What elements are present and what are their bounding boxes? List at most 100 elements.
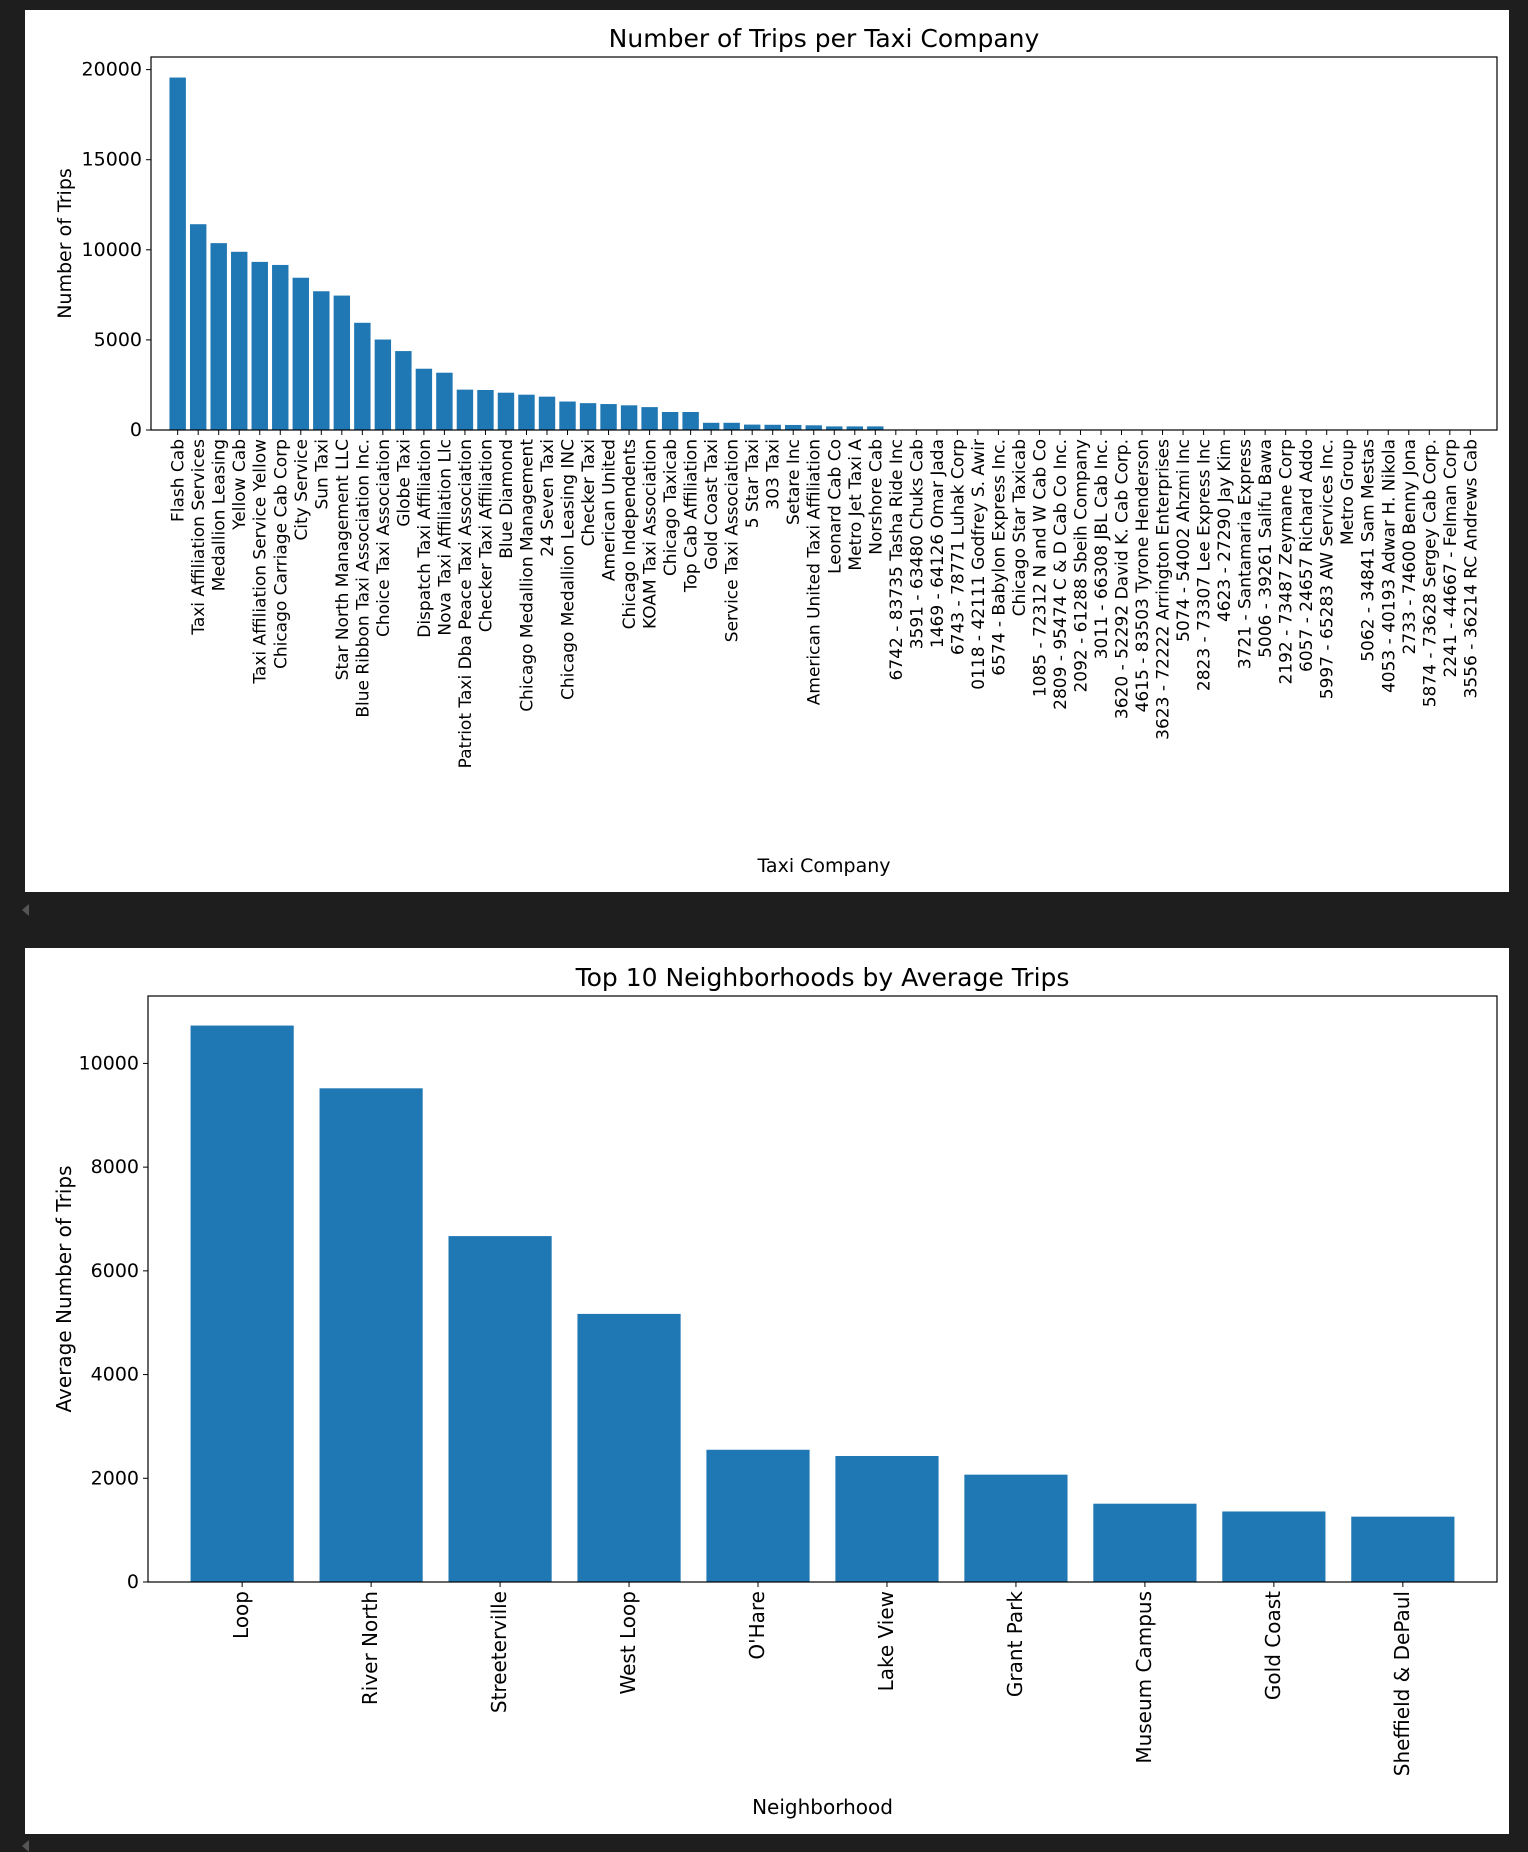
y-tick-label: 10000 xyxy=(82,239,142,261)
bar xyxy=(319,1088,423,1582)
x-tick-label: Lake View xyxy=(874,1591,898,1691)
bar xyxy=(805,425,822,430)
bar xyxy=(415,368,433,430)
x-tick-label: 6057 - 24657 Richard Addo xyxy=(1297,439,1317,672)
x-tick-label: Checker Taxi xyxy=(579,439,599,546)
x-tick-label: 2192 - 73487 Zeymane Corp xyxy=(1277,439,1297,685)
bar xyxy=(661,411,679,430)
bar xyxy=(374,339,392,430)
x-tick-label: Chicago Medallion Leasing INC xyxy=(559,439,579,700)
x-tick-label: 4623 - 27290 Jay Kim xyxy=(1215,439,1235,622)
bar xyxy=(764,424,781,430)
x-tick-label: 24 Seven Taxi xyxy=(538,439,558,557)
x-tick-label: 3620 - 52292 David K. Cab Corp. xyxy=(1113,439,1133,719)
bar xyxy=(518,394,535,430)
bar xyxy=(477,389,494,430)
bar xyxy=(538,396,556,430)
output-collapse-marker[interactable] xyxy=(22,904,29,916)
y-tick-label: 20000 xyxy=(82,59,142,81)
plot-frame xyxy=(150,56,1498,431)
x-tick-label: Streeterville xyxy=(487,1591,511,1713)
bar xyxy=(641,407,658,430)
x-tick-label: Service Taxi Association xyxy=(723,439,743,642)
output-collapse-marker-2[interactable] xyxy=(22,1840,29,1852)
bar xyxy=(251,261,268,430)
bar xyxy=(579,403,597,430)
trips-per-company-chart: Number of Trips per Taxi Company 0 5000 100… xyxy=(54,24,1498,877)
bar xyxy=(231,251,248,430)
x-tick-label: City Service xyxy=(292,439,312,541)
x-tick-label: West Loop xyxy=(616,1591,640,1695)
bar xyxy=(210,243,227,430)
bar xyxy=(448,1236,552,1582)
x-tick-label: Nova Taxi Affiliation Llc xyxy=(435,439,455,636)
x-tick-label: Blue Diamond xyxy=(497,439,517,559)
x-tick-label: Medallion Leasing xyxy=(210,439,230,591)
x-tick-label: 3623 - 72222 Arrington Enterprises xyxy=(1154,439,1174,740)
bar xyxy=(743,424,761,430)
bar xyxy=(456,389,474,430)
x-tick-label: Patriot Taxi Dba Peace Taxi Association xyxy=(456,439,476,768)
bar xyxy=(867,426,884,430)
bar xyxy=(313,291,330,430)
x-tick-label: River North xyxy=(358,1591,382,1705)
y-tick-label: 15000 xyxy=(82,149,142,171)
bar xyxy=(826,426,843,430)
x-tick-label: Star North Management LLC xyxy=(333,439,353,680)
x-tick-label: Chicago Star Taxicab xyxy=(1010,439,1030,616)
x-tick-label: Taxi Affiliation Service Yellow xyxy=(251,439,271,685)
x-tick-label: 2092 - 61288 Sbeih Company xyxy=(1071,439,1091,693)
chart-title: Number of Trips per Taxi Company xyxy=(609,24,1040,53)
y-tick-label: 6000 xyxy=(91,1260,139,1282)
bar xyxy=(706,1449,810,1582)
x-tick-label: Flash Cab xyxy=(169,439,189,522)
x-tick-label: Choice Taxi Association xyxy=(374,439,394,637)
x-tick-label: Checker Taxi Affiliation xyxy=(476,439,496,632)
x-tick-label: Metro Group xyxy=(1338,439,1358,545)
bar xyxy=(169,77,186,431)
x-tick-label: Setare Inc xyxy=(784,439,804,525)
x-tick-label: 3011 - 66308 JBL Cab Inc. xyxy=(1092,439,1112,659)
x-tick-label: Sun Taxi xyxy=(312,439,332,510)
bar xyxy=(497,392,515,430)
x-tick-label: 5 Star Taxi xyxy=(743,439,763,528)
bar xyxy=(846,426,863,430)
bar xyxy=(577,1313,681,1582)
x-tick-label: 4053 - 40193 Adwar H. Nikola xyxy=(1379,439,1399,693)
bar xyxy=(190,1025,294,1582)
x-tick-label: 0118 - 42111 Godfrey S. Awir xyxy=(969,439,989,690)
x-tick-label: Sheffield & DePaul xyxy=(1390,1591,1414,1776)
bar xyxy=(785,424,802,430)
y-axis-label: Number of Trips xyxy=(54,168,76,319)
x-tick-label: 5006 - 39261 Salifu Bawa xyxy=(1256,439,1276,658)
x-axis-label: Neighborhood xyxy=(752,1795,893,1819)
x-tick-label: Metro Jet Taxi A xyxy=(846,439,866,571)
x-tick-label: 6742 - 83735 Tasha Ride Inc xyxy=(887,439,907,680)
y-tick-label: 0 xyxy=(127,1571,139,1593)
x-tick-label: American United xyxy=(600,439,620,581)
x-tick-label: Loop xyxy=(229,1591,253,1639)
x-tick-label: Chicago Taxicab xyxy=(661,439,681,576)
x-tick-label: O'Hare xyxy=(745,1591,769,1660)
x-tick-label: 1085 - 72312 N and W Cab Co xyxy=(1030,439,1050,697)
bar xyxy=(395,351,412,430)
x-tick-label: Blue Ribbon Taxi Association Inc. xyxy=(353,439,373,718)
x-tick-label: Top Cab Affiliation xyxy=(682,439,702,593)
x-tick-label: Gold Coast xyxy=(1261,1591,1285,1700)
top-neighborhoods-chart: Top 10 Neighborhoods by Average Trips 0 20… xyxy=(52,963,1498,1819)
bar xyxy=(559,401,576,430)
y-tick-label: 10000 xyxy=(79,1052,139,1074)
x-tick-label: 6743 - 78771 Luhak Corp xyxy=(948,439,968,655)
x-tick-label: 6574 - Babylon Express Inc. xyxy=(989,439,1009,676)
x-axis-label: Taxi Company xyxy=(756,855,890,877)
y-axis-label: Average Number of Trips xyxy=(52,1166,76,1413)
bar xyxy=(964,1474,1068,1582)
y-tick-label: 0 xyxy=(130,419,142,441)
x-tick-label: Chicago Carriage Cab Corp xyxy=(271,439,291,669)
bar xyxy=(333,295,351,430)
x-tick-label: Museum Campus xyxy=(1132,1591,1156,1764)
output-cell-2: Top 10 Neighborhoods by Average Trips 0 20… xyxy=(25,948,1509,1834)
x-tick-label: American United Taxi Affiliation xyxy=(805,439,825,705)
x-tick-label: Dispatch Taxi Affiliation xyxy=(415,439,435,638)
x-tick-label: 1469 - 64126 Omar Jada xyxy=(928,439,948,648)
